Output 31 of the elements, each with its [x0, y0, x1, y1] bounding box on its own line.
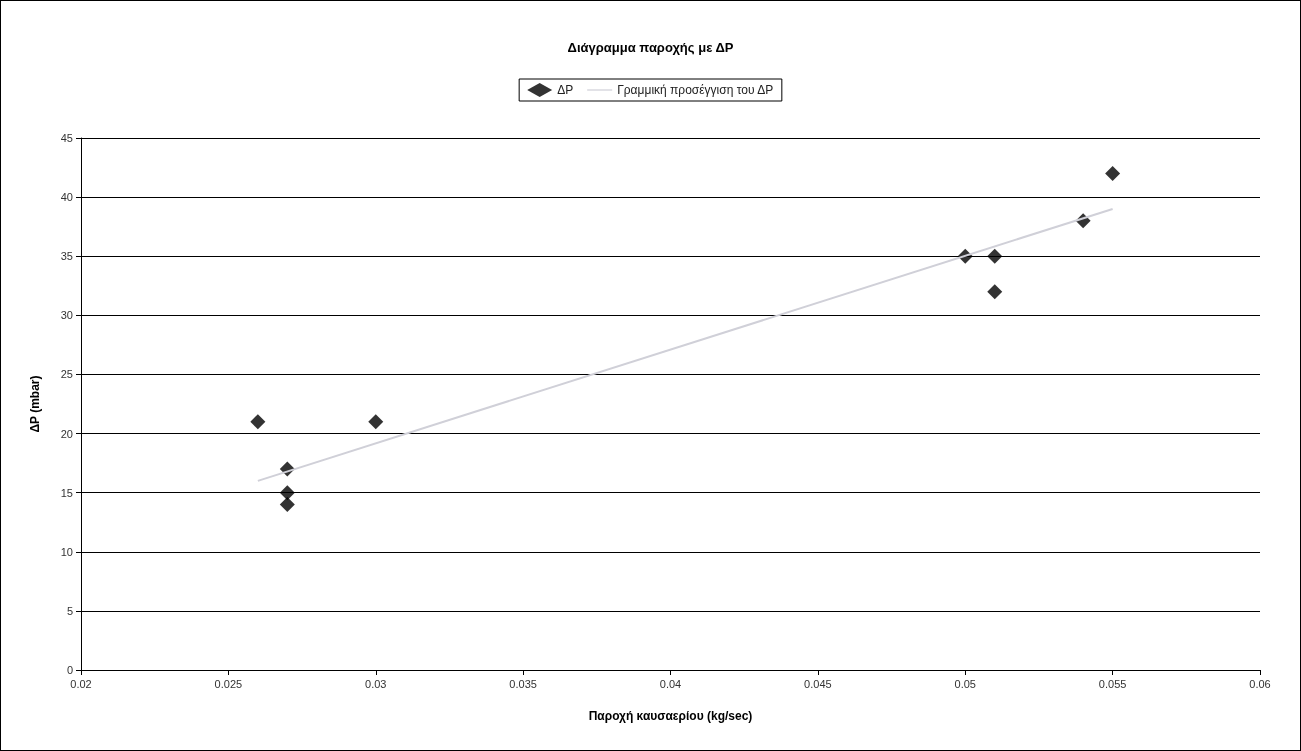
- y-tick-label: 0: [66, 664, 73, 676]
- point: [987, 248, 1003, 264]
- x-tick-label: 0.055: [1098, 677, 1127, 690]
- point: [368, 414, 384, 430]
- x-tick-label: 0.05: [954, 677, 976, 690]
- point: [279, 496, 295, 512]
- legend-label: Γραμμική προσέγγιση του ΔP: [617, 83, 774, 97]
- y-tick-label: 30: [60, 309, 73, 322]
- point: [1105, 165, 1121, 181]
- x-tick-label: 0.025: [214, 677, 243, 690]
- y-tick-label: 40: [60, 191, 73, 204]
- x-tick-label: 0.04: [659, 677, 682, 690]
- y-tick-label: 20: [60, 427, 73, 440]
- point: [279, 485, 295, 501]
- x-tick-label: 0.035: [509, 677, 537, 690]
- x-tick-label: 0.045: [804, 677, 832, 690]
- x-tick-label: 0.06: [1249, 677, 1271, 690]
- point: [250, 414, 266, 430]
- y-tick-label: 10: [60, 545, 73, 558]
- chart-title: Διάγραμμα παροχής με ΔP: [567, 40, 734, 55]
- point: [987, 284, 1003, 300]
- y-tick-label: 35: [60, 250, 73, 263]
- x-tick-label: 0.03: [365, 677, 387, 690]
- x-axis-title: Παροχή καυσαερίου (kg/sec): [588, 709, 753, 723]
- y-tick-label: 45: [60, 132, 73, 144]
- y-axis-title: ΔP (mbar): [28, 375, 42, 433]
- legend-label: ΔP: [557, 83, 574, 97]
- x-tick-label: 0.02: [70, 677, 92, 690]
- y-tick-label: 5: [66, 604, 73, 617]
- y-tick-label: 15: [60, 486, 73, 499]
- y-tick-label: 25: [60, 368, 73, 381]
